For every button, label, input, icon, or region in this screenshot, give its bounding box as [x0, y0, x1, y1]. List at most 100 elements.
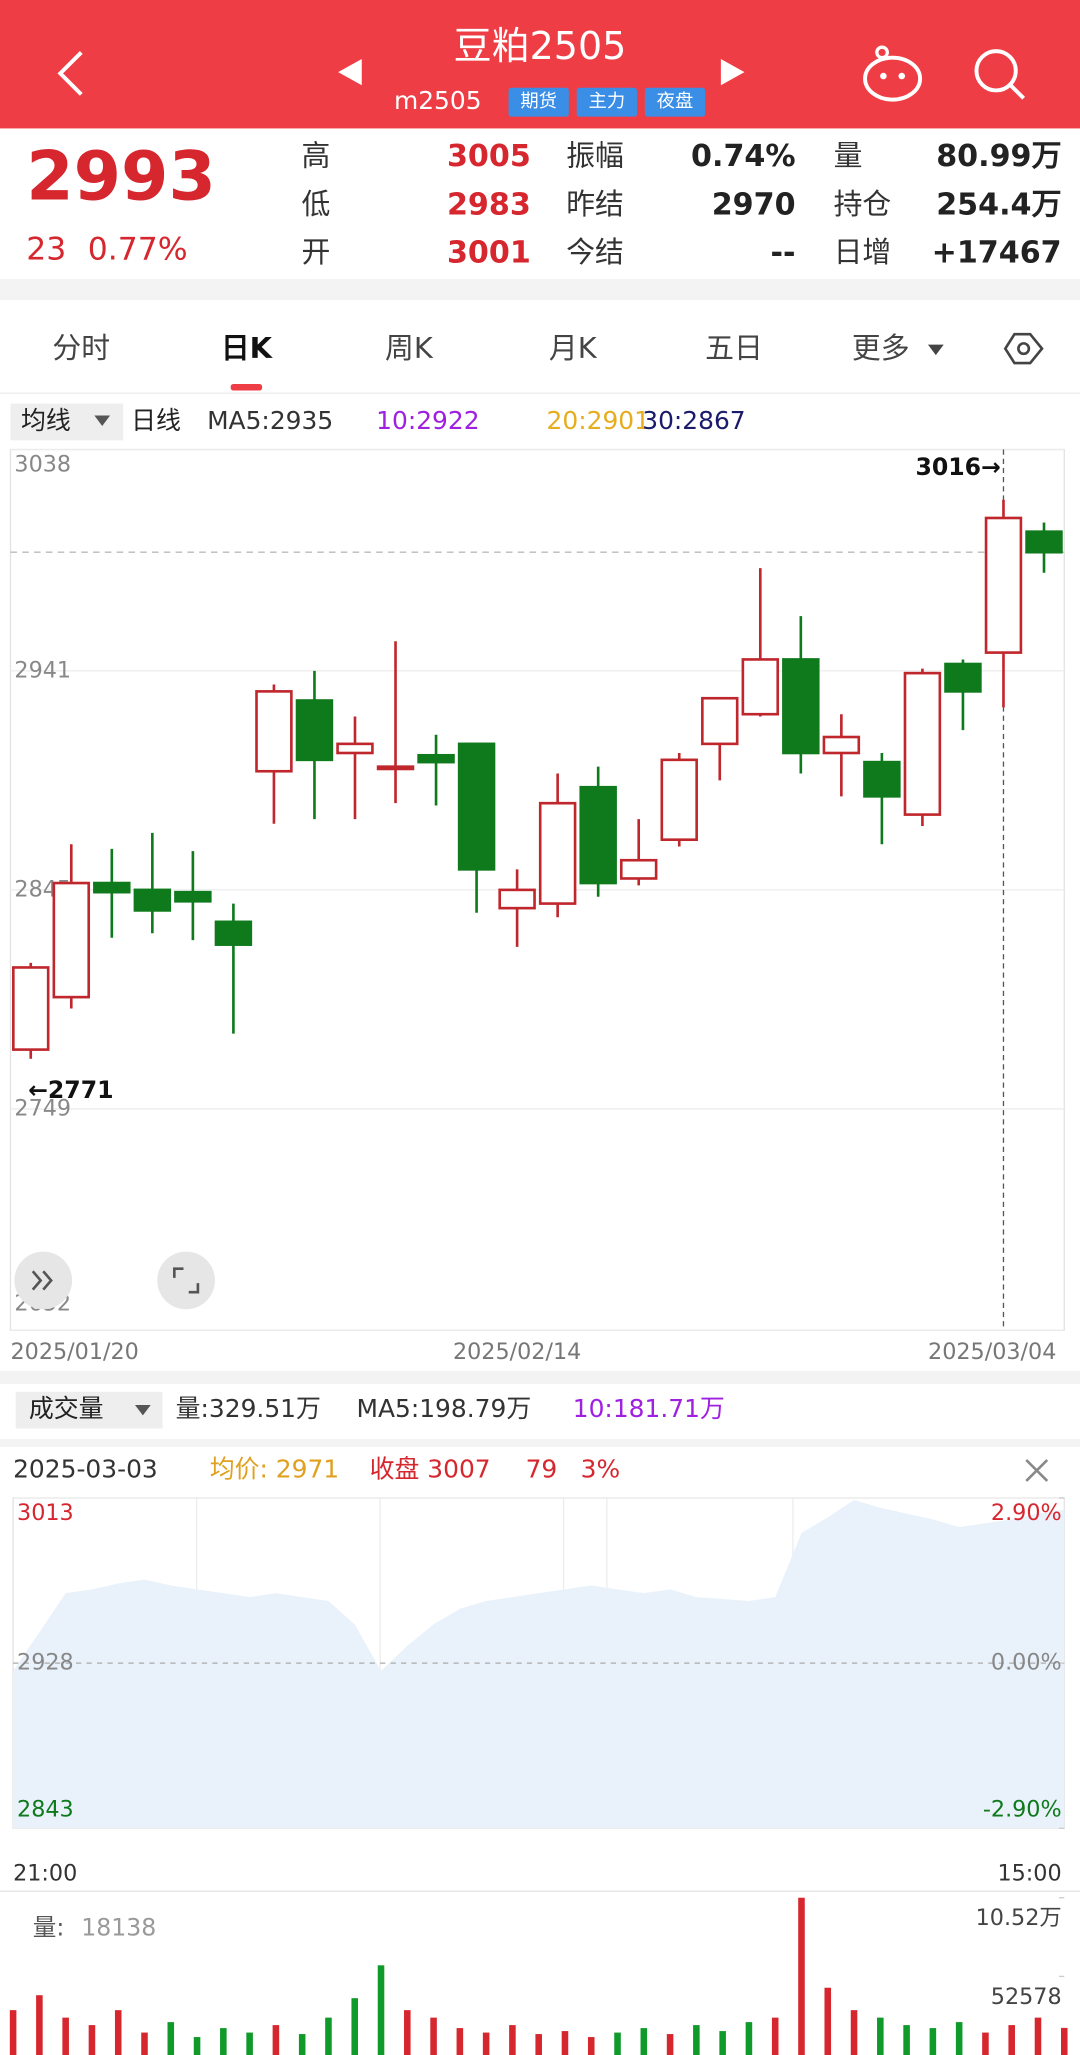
tab-indicator — [230, 384, 263, 391]
volume-bar — [62, 2017, 69, 2055]
volume-bar — [9, 2010, 17, 2055]
assistant-icon[interactable] — [863, 45, 923, 102]
volume-bar — [456, 2028, 464, 2055]
tab[interactable]: 更多 — [852, 331, 910, 365]
field-value: 3001 — [447, 236, 531, 271]
candle-body — [457, 742, 496, 871]
ma-mode: 均线 — [21, 406, 71, 435]
volume-bar — [719, 2031, 726, 2055]
field-label: 日增 — [834, 235, 892, 269]
date: 2025-03-03 — [13, 1454, 158, 1483]
y2-tick-label: 2.90% — [991, 1500, 1062, 1526]
field-label: 持仓 — [834, 187, 892, 221]
volume-bar — [377, 1965, 385, 2055]
tab[interactable]: 五日 — [705, 331, 763, 365]
candle-body — [660, 758, 698, 842]
volume-bar — [88, 2025, 96, 2055]
candle-body — [619, 858, 658, 880]
field-label: 今结 — [566, 235, 624, 269]
settings-icon-dot — [1017, 342, 1031, 356]
volume-bar — [1060, 2027, 1068, 2055]
change-pct: 0.77% — [88, 231, 188, 267]
y-tick-label: 2843 — [17, 1796, 74, 1822]
field-value: 3005 — [447, 139, 531, 174]
expand-button[interactable] — [14, 1251, 73, 1310]
x-tick-label: 2025/03/04 — [928, 1339, 1056, 1365]
volume-bar — [771, 2017, 779, 2055]
volume-bar — [114, 2010, 122, 2055]
volume-bar — [850, 2010, 858, 2055]
divider — [0, 1370, 1080, 1384]
x-tick-label: 21:00 — [13, 1861, 77, 1887]
volume-item: 量:329.51万 — [176, 1394, 321, 1423]
candle-body — [822, 735, 861, 755]
divider — [0, 1439, 1080, 1447]
close-price: 收盘 3007 — [370, 1454, 491, 1483]
prev-contract[interactable] — [338, 58, 362, 86]
volume-bar — [430, 2017, 437, 2055]
dropdown-arrow — [94, 415, 111, 426]
settings-icon[interactable] — [1003, 332, 1044, 365]
candle-body — [782, 658, 820, 755]
field-value: 254.4万 — [936, 187, 1061, 222]
fullscreen-button[interactable] — [157, 1251, 215, 1310]
candle-body — [336, 742, 374, 755]
candle-body — [174, 890, 212, 903]
tag-bg — [644, 87, 706, 117]
field-value: -- — [771, 236, 796, 271]
volume-bar — [272, 2025, 280, 2055]
dropdown-arrow — [927, 344, 944, 356]
change: 23 — [26, 231, 66, 267]
y-tick-label: 3038 — [14, 452, 71, 478]
x-tick-label: 2025/02/14 — [453, 1339, 581, 1365]
indicator-button[interactable] — [15, 1391, 163, 1429]
y-tick-label: 2749 — [14, 1095, 71, 1121]
volume-bar — [955, 2022, 963, 2055]
divider — [0, 279, 1080, 301]
search-icon[interactable] — [974, 49, 1026, 100]
candle-body — [579, 785, 617, 885]
kline-chart: 265227492845294130382025/01/202025/02/14… — [9, 448, 1065, 1365]
y-tick-label: 2941 — [14, 657, 71, 683]
candle-body — [701, 696, 739, 746]
y-tick-label: 52578 — [991, 1984, 1062, 2010]
contract-title: 豆粕2505 — [454, 24, 627, 68]
volume-bar — [246, 2032, 253, 2055]
volume-bar — [640, 2028, 648, 2055]
dropdown-arrow — [135, 1404, 151, 1416]
tab[interactable]: 周K — [385, 331, 434, 365]
volume-bar — [482, 2032, 490, 2055]
tag-bg — [576, 87, 637, 117]
volume-bar — [535, 2034, 542, 2055]
close-button[interactable] — [1025, 1459, 1049, 1482]
candle-body — [538, 801, 577, 905]
legend-entry: 30:2867 — [642, 406, 745, 435]
intraday-chart: 2025-03-03 均价: 2971 收盘 3007 79 3% 2843 2928 301… — [12, 1454, 1065, 1887]
next-contract[interactable] — [720, 58, 745, 86]
tab[interactable]: 日K — [221, 331, 274, 365]
volume-bar — [351, 1998, 359, 2055]
volume-bar — [509, 2025, 516, 2055]
candle-body — [295, 699, 334, 762]
volume-bar — [36, 1995, 43, 2055]
max-annotation: 3016→ — [915, 453, 1000, 481]
volume-bar — [693, 2025, 700, 2055]
back-button[interactable] — [57, 51, 83, 96]
volume-chart: 量: 18138 10.52万 52578 — [0, 1890, 1080, 2055]
tab[interactable]: 分时 — [52, 331, 110, 365]
volume-bar — [929, 2028, 937, 2055]
period: 日线 — [131, 406, 181, 435]
candle-body — [93, 881, 131, 894]
volume-bar — [614, 2032, 621, 2055]
tab[interactable]: 月K — [549, 331, 598, 365]
legend-entry: 10:2922 — [376, 406, 479, 435]
x-tick-label: 15:00 — [997, 1861, 1061, 1887]
legend-entry: MA5:2935 — [207, 406, 333, 435]
last-price: 2993 — [26, 137, 216, 216]
volume-bar — [745, 2022, 753, 2055]
indicator-name: 成交量 — [29, 1394, 104, 1423]
field-value: 0.74% — [691, 139, 796, 174]
candle-body — [376, 765, 415, 771]
